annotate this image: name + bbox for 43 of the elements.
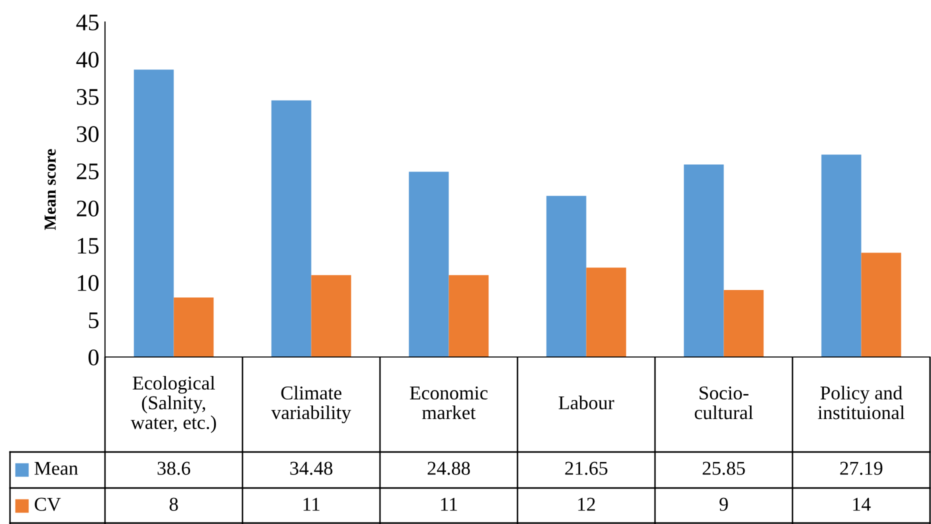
y-tick-label: 0 <box>88 349 99 366</box>
data-label: 8 <box>170 498 178 511</box>
x-tick-label: Ecological (Salnity, water, etc.) <box>130 376 216 434</box>
y-tick-label: 10 <box>78 275 99 291</box>
bar <box>448 275 489 357</box>
bar <box>408 172 449 357</box>
bar <box>311 275 352 357</box>
data-label: 14 <box>853 498 871 511</box>
data-label: 12 <box>578 498 595 511</box>
bar <box>586 268 626 357</box>
y-tick-label: 20 <box>76 200 99 217</box>
x-tick-label: Climate variability <box>271 386 352 424</box>
x-tick-label: Economic market <box>410 386 488 420</box>
data-label: 21.65 <box>565 462 608 475</box>
legend-label: CV <box>34 498 61 511</box>
y-tick-label: 35 <box>76 89 99 105</box>
bar <box>821 154 862 357</box>
data-label: 34.48 <box>290 462 332 475</box>
y-tick-label: 5 <box>89 312 99 328</box>
bar <box>134 70 174 357</box>
y-tick-label: 25 <box>76 163 99 180</box>
y-axis-title: Mean score <box>44 149 56 230</box>
data-label: 11 <box>441 498 457 511</box>
bar <box>724 290 764 357</box>
data-label: 11 <box>304 498 320 511</box>
x-tick-label: Socio- cultural <box>694 386 754 420</box>
bar <box>861 252 902 357</box>
x-tick-label: Labour <box>558 396 614 410</box>
data-label: 24.88 <box>428 462 470 475</box>
bar <box>684 164 724 357</box>
legend-label: Mean <box>34 462 78 475</box>
y-tick-label: 30 <box>76 126 99 142</box>
x-tick-label: Policy and instituional <box>818 386 905 420</box>
bar <box>271 100 312 357</box>
data-label: 27.19 <box>840 462 882 475</box>
data-label: 9 <box>720 498 728 511</box>
y-tick-label: 45 <box>76 14 99 30</box>
y-tick-label: 40 <box>76 52 99 68</box>
bar <box>174 297 214 357</box>
data-label: 25.85 <box>702 462 745 475</box>
y-tick-label: 15 <box>78 238 99 254</box>
bar <box>546 196 586 357</box>
data-label: 38.6 <box>158 462 190 475</box>
